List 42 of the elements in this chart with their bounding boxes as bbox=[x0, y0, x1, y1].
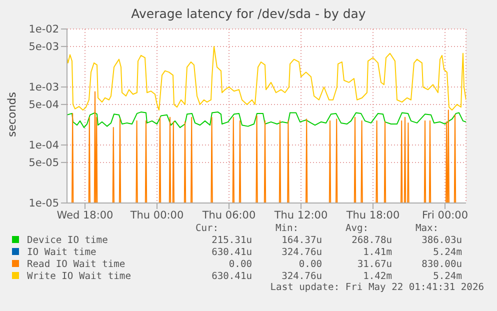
text: 0.00 bbox=[228, 258, 252, 270]
text: Cur: bbox=[194, 222, 220, 234]
x-tick-label: Thu 18:00 bbox=[345, 209, 400, 222]
y-axis-title: seconds bbox=[6, 91, 18, 139]
text: Avg: bbox=[344, 222, 370, 234]
line-series bbox=[67, 46, 466, 111]
text: 386.03u bbox=[420, 234, 462, 246]
text: 31.67u bbox=[356, 258, 392, 270]
text: 164.37u bbox=[280, 234, 322, 246]
legend-label: IO Wait time bbox=[26, 246, 98, 258]
text: Last update: Fri May 22 01:41:31 2026 bbox=[269, 282, 484, 293]
y-tick-label: 5e-04 bbox=[28, 99, 60, 112]
x-tick-label: Thu 00:00 bbox=[129, 209, 184, 222]
x-tick-label: Wed 18:00 bbox=[56, 209, 114, 222]
legend-label: Device IO time bbox=[26, 234, 109, 246]
text: 1.41m bbox=[362, 246, 392, 258]
text: Min: bbox=[274, 222, 300, 234]
text: 830.00u bbox=[420, 258, 462, 270]
y-tick-label: 1e-03 bbox=[28, 82, 59, 94]
x-tick-label: Thu 06:00 bbox=[201, 209, 256, 222]
legend-label: Read IO Wait time bbox=[26, 258, 126, 270]
text: 630.41u bbox=[210, 246, 252, 258]
x-tick-label: Fri 00:00 bbox=[422, 209, 468, 222]
text: 324.76u bbox=[280, 246, 322, 258]
line-series bbox=[67, 112, 466, 128]
text: 0.00 bbox=[298, 258, 322, 270]
text: 324.76u bbox=[280, 270, 322, 282]
y-tick-label: 1e-02 bbox=[28, 24, 59, 36]
x-tick-label: Thu 12:00 bbox=[273, 209, 328, 222]
legend-label: Write IO Wait time bbox=[26, 270, 132, 282]
y-tick-label: 1e-05 bbox=[28, 198, 59, 210]
text: 5.24m bbox=[432, 270, 462, 282]
text: 630.41u bbox=[210, 270, 252, 282]
chart-title: Average latency for /dev/sda - by day bbox=[130, 6, 367, 21]
y-tick-label: 1e-04 bbox=[28, 140, 60, 152]
y-tick-label: 5e-03 bbox=[28, 41, 59, 54]
text: Max: bbox=[414, 222, 440, 234]
text: 5.24m bbox=[432, 246, 462, 258]
text: 1.42m bbox=[362, 270, 392, 282]
text: 268.78u bbox=[350, 234, 392, 246]
text: 215.31u bbox=[210, 234, 252, 246]
y-tick-label: 5e-05 bbox=[28, 157, 59, 170]
